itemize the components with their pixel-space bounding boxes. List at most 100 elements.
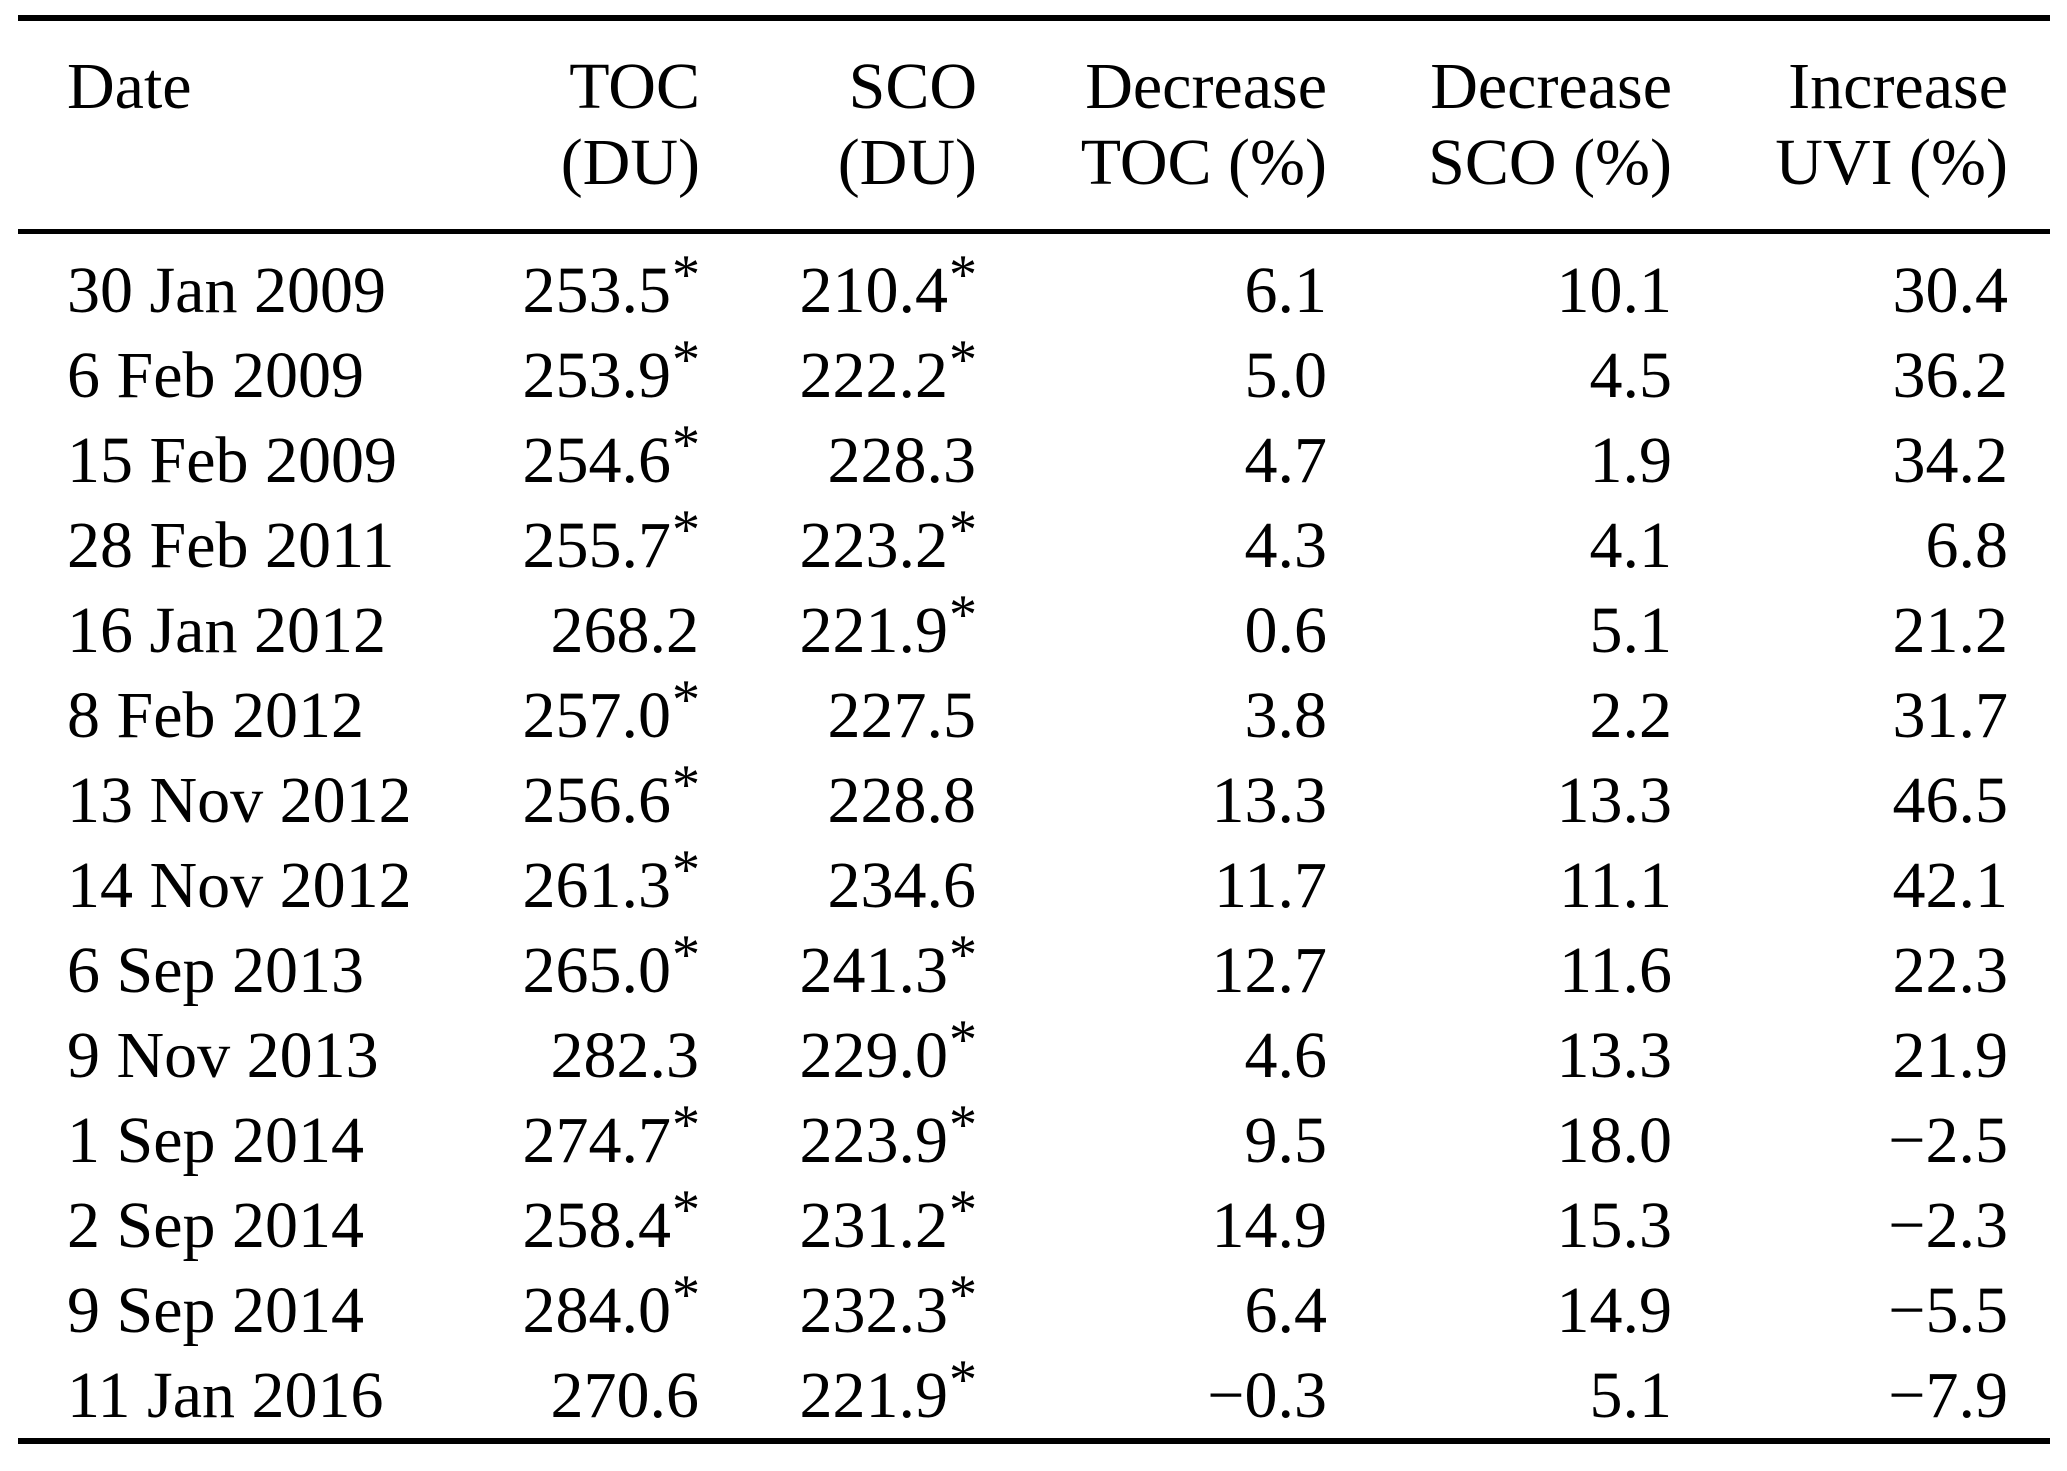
toc-cell: 268.2: [448, 588, 700, 673]
sco-value: 231.2: [799, 1188, 948, 1262]
table-row: 13 Nov 2012 256.6* 228.8 13.3 13.3 46.5: [18, 757, 2050, 843]
date-cell: 14 Nov 2012: [67, 848, 412, 922]
decrease-sco-cell: 18.0: [1556, 1103, 1673, 1177]
toc-cell: 253.9*: [522, 329, 700, 412]
decrease-sco-cell: 4.5: [1589, 338, 1673, 412]
sco-value: 227.5: [827, 678, 977, 752]
col-header-increase-uvi: Increase UVI (%): [1672, 18, 2050, 234]
increase-uvi-cell: −5.5: [1888, 1273, 2008, 1347]
date-cell: 30 Jan 2009: [67, 253, 386, 327]
date-cell: 1 Sep 2014: [67, 1103, 364, 1177]
decrease-sco-cell: 13.3: [1556, 763, 1673, 837]
sco-value: 221.9: [799, 593, 948, 667]
toc-value: 270.6: [550, 1358, 700, 1432]
col-header-decrease-toc: Decrease TOC (%): [977, 18, 1327, 234]
date-cell: 8 Feb 2012: [67, 678, 364, 752]
sco-cell: 210.4*: [799, 244, 977, 327]
table-row: 8 Feb 2012 257.0* 227.5 3.8 2.2 31.7: [18, 672, 2050, 758]
decrease-toc-cell: 4.3: [1244, 508, 1328, 582]
table-row: 11 Jan 2016 270.6 221.9* −0.3 5.1 −7.9: [18, 1349, 2050, 1441]
header-row: Date TOC (DU) SCO (DU) Decrease TOC (%) Dec…: [18, 18, 2050, 234]
col-header-sco-line2: (DU): [837, 126, 977, 199]
table-row: 9 Sep 2014 284.0* 232.3* 6.4 14.9 −5.5: [18, 1264, 2050, 1353]
decrease-sco-cell: 10.1: [1556, 253, 1673, 327]
decrease-sco-cell: 11.1: [1558, 848, 1672, 922]
date-cell: 6 Sep 2013: [67, 933, 364, 1007]
decrease-toc-cell: 0.6: [1244, 593, 1328, 667]
sco-cell: 231.2*: [799, 1179, 977, 1262]
increase-uvi-cell: 30.4: [1892, 253, 2009, 327]
date-cell: 28 Feb 2011: [67, 508, 395, 582]
date-cell: 9 Sep 2014: [67, 1273, 364, 1347]
sco-cell: 223.2*: [799, 499, 977, 582]
sco-cell: 234.6: [700, 843, 977, 928]
col-header-decrease-sco-line1: Decrease: [1430, 50, 1672, 123]
decrease-sco-cell: 1.9: [1589, 423, 1673, 497]
col-header-increase-uvi-line1: Increase: [1788, 50, 2008, 123]
toc-value: 253.5: [522, 253, 671, 327]
decrease-toc-cell: −0.3: [1207, 1358, 1327, 1432]
table-row: 6 Feb 2009 253.9* 222.2* 5.0 4.5 36.2: [18, 329, 2050, 418]
decrease-toc-cell: 4.7: [1244, 423, 1328, 497]
increase-uvi-cell: 22.3: [1892, 933, 2009, 1007]
increase-uvi-cell: 42.1: [1892, 848, 2009, 922]
col-header-sco-line1: SCO: [848, 50, 977, 123]
date-cell: 2 Sep 2014: [67, 1188, 364, 1262]
decrease-toc-cell: 14.9: [1211, 1188, 1328, 1262]
col-header-toc-line2: (DU): [560, 126, 700, 199]
toc-cell: 265.0*: [522, 924, 700, 1007]
col-header-toc: TOC (DU): [448, 18, 700, 234]
toc-cell: 255.7*: [522, 499, 700, 582]
sco-value: 229.0: [799, 1018, 948, 1092]
toc-value: 282.3: [550, 1018, 700, 1092]
table-row: 9 Nov 2013 282.3 229.0* 4.6 13.3 21.9: [18, 1012, 2050, 1098]
increase-uvi-cell: −2.3: [1888, 1188, 2008, 1262]
decrease-toc-cell: 5.0: [1244, 338, 1328, 412]
sco-cell: 221.9*: [799, 584, 977, 667]
sco-value: 228.3: [827, 423, 977, 497]
sco-cell: 228.8: [700, 758, 977, 843]
table-row: 15 Feb 2009 254.6* 228.3 4.7 1.9 34.2: [18, 417, 2050, 503]
toc-cell: 253.5*: [522, 244, 700, 327]
table-row: 1 Sep 2014 274.7* 223.9* 9.5 18.0 −2.5: [18, 1094, 2050, 1183]
increase-uvi-cell: −2.5: [1888, 1103, 2008, 1177]
decrease-toc-cell: 6.4: [1244, 1273, 1328, 1347]
sco-cell: 223.9*: [799, 1094, 977, 1177]
sco-value: 223.9: [799, 1103, 948, 1177]
increase-uvi-cell: 36.2: [1892, 338, 2009, 412]
table-row: 6 Sep 2013 265.0* 241.3* 12.7 11.6 22.3: [18, 924, 2050, 1013]
sco-cell: 227.5: [700, 673, 977, 758]
sco-cell: 221.9*: [799, 1349, 977, 1432]
toc-cell: 270.6: [448, 1353, 700, 1441]
ozone-measurements-table: Date TOC (DU) SCO (DU) Decrease TOC (%) Dec…: [18, 15, 2050, 1444]
increase-uvi-cell: 34.2: [1892, 423, 2009, 497]
date-cell: 11 Jan 2016: [67, 1358, 384, 1432]
col-header-sco: SCO (DU): [700, 18, 977, 234]
increase-uvi-cell: −7.9: [1888, 1358, 2008, 1432]
col-header-decrease-toc-line2: TOC (%): [1080, 126, 1327, 199]
decrease-toc-cell: 6.1: [1244, 253, 1328, 327]
date-cell: 16 Jan 2012: [67, 593, 386, 667]
col-header-decrease-sco: Decrease SCO (%): [1327, 18, 1672, 234]
sco-value: 210.4: [799, 253, 948, 327]
toc-cell: 284.0*: [522, 1264, 700, 1347]
decrease-sco-cell: 11.6: [1558, 933, 1672, 1007]
increase-uvi-cell: 21.9: [1892, 1018, 2009, 1092]
toc-cell: 261.3*: [522, 839, 700, 922]
toc-value: 268.2: [550, 593, 700, 667]
toc-value: 255.7: [522, 508, 671, 582]
date-cell: 15 Feb 2009: [67, 423, 397, 497]
col-header-date: Date: [18, 18, 448, 234]
toc-cell: 274.7*: [522, 1094, 700, 1177]
toc-value: 265.0: [522, 933, 671, 1007]
toc-value: 254.6: [522, 423, 671, 497]
decrease-sco-cell: 15.3: [1556, 1188, 1673, 1262]
decrease-sco-cell: 5.1: [1589, 1358, 1673, 1432]
decrease-toc-cell: 13.3: [1211, 763, 1328, 837]
col-header-decrease-toc-line1: Decrease: [1085, 50, 1327, 123]
table-row: 28 Feb 2011 255.7* 223.2* 4.3 4.1 6.8: [18, 499, 2050, 588]
decrease-toc-cell: 11.7: [1213, 848, 1327, 922]
decrease-toc-cell: 4.6: [1244, 1018, 1328, 1092]
increase-uvi-cell: 31.7: [1892, 678, 2009, 752]
